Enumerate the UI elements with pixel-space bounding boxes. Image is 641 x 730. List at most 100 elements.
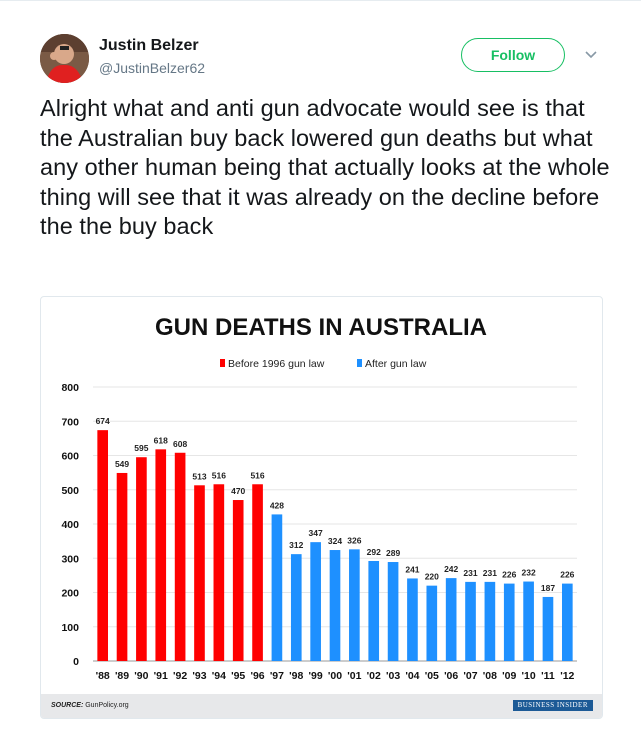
x-tick-label: '91 bbox=[154, 670, 168, 682]
bar-value-label: 241 bbox=[405, 564, 419, 574]
bar bbox=[561, 583, 573, 661]
follow-button[interactable]: Follow bbox=[461, 38, 565, 72]
bar-value-label: 324 bbox=[328, 536, 342, 546]
source-value: GunPolicy.org bbox=[85, 702, 129, 709]
bar-value-label: 516 bbox=[212, 470, 226, 480]
bar-value-label: 549 bbox=[115, 459, 129, 469]
bar bbox=[465, 581, 476, 661]
bar-value-label: 312 bbox=[289, 540, 303, 550]
bar-value-label: 513 bbox=[192, 471, 206, 481]
bar bbox=[232, 500, 244, 661]
x-tick-label: '02 bbox=[367, 670, 381, 682]
chart-legend: Before 1996 gun law After gun law bbox=[220, 358, 427, 370]
chart-image-card[interactable]: GUN DEATHS IN AUSTRALIA Before 1996 gun … bbox=[40, 296, 603, 719]
y-tick-label: 100 bbox=[61, 622, 79, 634]
bar-value-label: 674 bbox=[96, 416, 110, 426]
x-tick-label: '92 bbox=[173, 670, 187, 682]
bar-value-label: 231 bbox=[463, 568, 477, 578]
x-tick-label: '07 bbox=[463, 670, 477, 682]
bar-value-label: 289 bbox=[386, 548, 400, 558]
author-handle[interactable]: @JustinBelzer62 bbox=[99, 60, 206, 76]
x-tick-label: '09 bbox=[502, 670, 516, 682]
x-tick-label: '00 bbox=[328, 670, 342, 682]
chart-footer: SOURCE: GunPolicy.org BUSINESS INSIDER bbox=[41, 694, 602, 718]
bar-value-label: 220 bbox=[425, 572, 439, 582]
x-tick-label: '06 bbox=[444, 670, 458, 682]
bar bbox=[116, 472, 128, 661]
x-tick-label: '96 bbox=[250, 670, 264, 682]
legend-label-after: After gun law bbox=[365, 358, 427, 370]
bar bbox=[542, 596, 554, 661]
chevron-down-icon[interactable] bbox=[584, 47, 598, 61]
x-tick-label: '04 bbox=[405, 670, 419, 682]
bar-value-label: 595 bbox=[134, 443, 148, 453]
legend-swatch-after bbox=[357, 359, 362, 367]
y-axis: 0 100 200 300 400 500 600 700 800 bbox=[61, 382, 79, 668]
x-axis: '88 '89 '90 '91 '92 '93 '94 '95 '96 '97 '98 '99 '00 '… bbox=[96, 670, 575, 682]
chart-grid bbox=[93, 386, 577, 662]
bar-value-label: 516 bbox=[250, 470, 264, 480]
bar bbox=[387, 562, 399, 661]
bar-value-label: 326 bbox=[347, 535, 361, 545]
y-tick-label: 300 bbox=[61, 553, 79, 565]
x-tick-label: '08 bbox=[483, 670, 497, 682]
bar-value-label: 608 bbox=[173, 439, 187, 449]
bar-value-label: 187 bbox=[541, 583, 555, 593]
bar bbox=[523, 581, 534, 661]
bar-value-label: 232 bbox=[522, 568, 536, 578]
bar bbox=[310, 542, 321, 661]
avatar-photo-icon bbox=[40, 34, 89, 83]
y-tick-label: 500 bbox=[61, 485, 79, 497]
bar bbox=[155, 449, 167, 661]
y-tick-label: 0 bbox=[73, 656, 79, 668]
bar bbox=[271, 514, 283, 661]
y-tick-label: 700 bbox=[61, 416, 79, 428]
author-name[interactable]: Justin Belzer bbox=[99, 37, 199, 54]
bar-value-label: 618 bbox=[154, 435, 168, 445]
gun-deaths-chart: GUN DEATHS IN AUSTRALIA Before 1996 gun … bbox=[61, 314, 577, 682]
bar-value-label: 226 bbox=[560, 570, 574, 580]
source-label: SOURCE: bbox=[51, 702, 84, 709]
bar bbox=[290, 554, 302, 661]
business-insider-logo: BUSINESS INSIDER bbox=[512, 700, 593, 711]
chart-bars: 674 549 595 618 608 513 516 470 516 428 312 347 324 3… bbox=[96, 416, 575, 661]
x-tick-label: '94 bbox=[212, 670, 226, 682]
bar bbox=[174, 452, 186, 661]
x-tick-label: '11 bbox=[541, 670, 555, 682]
x-tick-label: '88 bbox=[96, 670, 110, 682]
x-tick-label: '89 bbox=[115, 670, 129, 682]
bar-value-label: 231 bbox=[483, 568, 497, 578]
x-tick-label: '10 bbox=[522, 670, 536, 682]
bar bbox=[503, 583, 515, 661]
x-tick-label: '12 bbox=[560, 670, 574, 682]
bar-value-label: 226 bbox=[502, 570, 516, 580]
bar bbox=[426, 585, 438, 661]
bar bbox=[484, 581, 496, 661]
bar bbox=[194, 485, 205, 661]
x-tick-label: '99 bbox=[309, 670, 323, 682]
x-tick-label: '03 bbox=[386, 670, 400, 682]
bar bbox=[445, 578, 457, 661]
bar-value-label: 242 bbox=[444, 564, 458, 574]
top-border bbox=[0, 0, 641, 1]
x-tick-label: '98 bbox=[289, 670, 303, 682]
x-tick-label: '95 bbox=[231, 670, 245, 682]
chart-source: SOURCE: GunPolicy.org bbox=[51, 702, 129, 709]
y-tick-label: 800 bbox=[61, 382, 79, 394]
bar bbox=[252, 484, 263, 661]
bar bbox=[407, 578, 418, 661]
x-tick-label: '01 bbox=[347, 670, 361, 682]
bar bbox=[368, 560, 380, 661]
bar-value-label: 470 bbox=[231, 486, 245, 496]
bar bbox=[329, 550, 341, 661]
y-tick-label: 400 bbox=[61, 519, 79, 531]
x-tick-label: '90 bbox=[134, 670, 148, 682]
legend-label-before: Before 1996 gun law bbox=[228, 358, 325, 370]
chart-title: GUN DEATHS IN AUSTRALIA bbox=[155, 314, 487, 341]
legend-swatch-before bbox=[220, 359, 225, 367]
avatar[interactable] bbox=[40, 34, 89, 83]
bar bbox=[213, 484, 225, 661]
bar-value-label: 292 bbox=[367, 547, 381, 557]
tweet-text: Alright what and anti gun advocate would… bbox=[40, 95, 610, 239]
bar-value-label: 428 bbox=[270, 500, 284, 510]
